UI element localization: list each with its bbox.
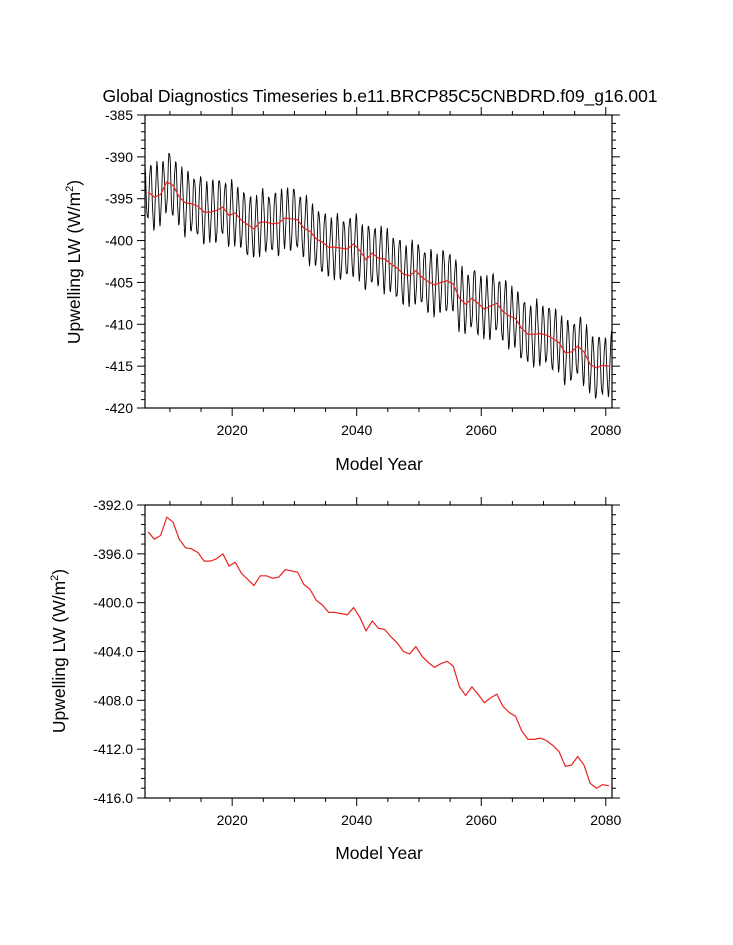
top-series-layer: [144, 152, 612, 400]
y-tick-label: -412.0: [93, 741, 133, 757]
y-tick-label: -395: [105, 191, 133, 207]
annual-series-line: [147, 181, 609, 369]
bottom-plot-frame: [144, 504, 613, 799]
y-tick-label: -385: [105, 107, 133, 123]
page-title: Global Diagnostics Timeseries b.e11.BRCP…: [102, 86, 657, 107]
y-tick-label: -405: [105, 274, 133, 290]
x-tick-label: 2040: [341, 422, 372, 438]
y-tick-label: -408.0: [93, 692, 133, 708]
bottom-series-layer: [147, 516, 610, 789]
y-tick-label: -392.0: [93, 497, 133, 513]
bottom-tick-layer: 2020 2040 2060 2080 -392.0 -396.0 -400.0 -404.0…: [93, 497, 622, 828]
y-tick-label: -410: [105, 316, 133, 332]
bottom-y-axis-label: Upwelling LW (W/m2): [49, 569, 69, 733]
y-tick-label: -416.0: [93, 790, 133, 806]
y-tick-label: -396.0: [93, 546, 133, 562]
annual-series-line: [147, 516, 610, 789]
y-tick-label: -400.0: [93, 595, 133, 611]
x-tick-label: 2020: [217, 422, 248, 438]
x-tick-label: 2020: [217, 812, 248, 828]
top-timeseries-panel: 2020 2040 2060 2080 -385 -390 -395 -400 -405 -410…: [64, 107, 622, 474]
x-tick-label: 2080: [590, 812, 621, 828]
y-tick-label: -415: [105, 358, 133, 374]
x-tick-label: 2080: [590, 422, 621, 438]
top-y-axis-label: Upwelling LW (W/m2): [64, 180, 84, 344]
x-tick-label: 2060: [466, 812, 497, 828]
x-tick-label: 2060: [466, 422, 497, 438]
top-plot-frame: [144, 114, 613, 409]
bottom-x-axis-label: Model Year: [335, 843, 423, 863]
bottom-timeseries-panel: 2020 2040 2060 2080 -392.0 -396.0 -400.0 -404.0…: [49, 497, 622, 863]
top-x-axis-label: Model Year: [335, 454, 423, 474]
monthly-series-line: [144, 152, 612, 400]
top-tick-layer: 2020 2040 2060 2080 -385 -390 -395 -400 -405 -410…: [105, 107, 622, 438]
y-tick-label: -400: [105, 233, 133, 249]
y-tick-label: -404.0: [93, 644, 133, 660]
y-tick-label: -390: [105, 149, 133, 165]
x-tick-label: 2040: [341, 812, 372, 828]
y-tick-label: -420: [105, 400, 133, 416]
